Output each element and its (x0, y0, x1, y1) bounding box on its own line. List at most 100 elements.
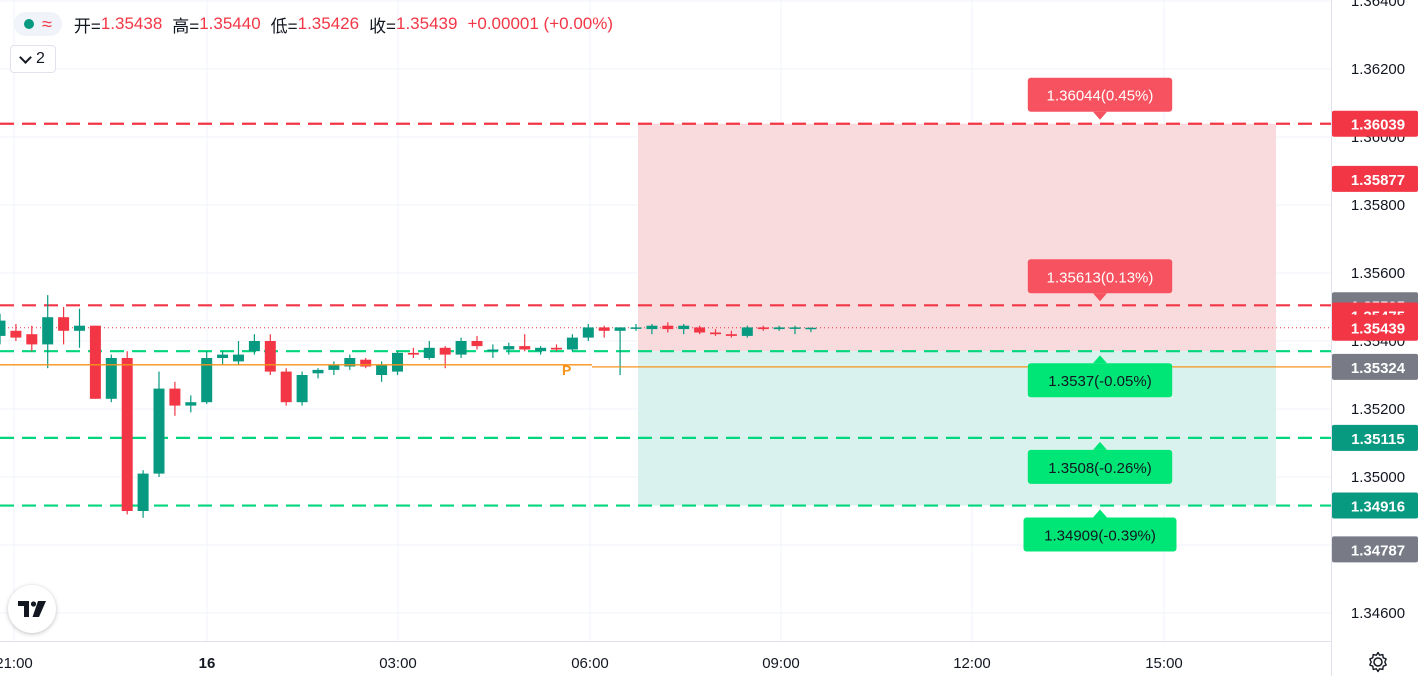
label-text: 1.35613(0.13%) (1047, 269, 1154, 286)
symbol-status[interactable]: ≈ (14, 12, 62, 36)
price-tag-text: 1.35115 (1351, 431, 1404, 448)
candle-body (217, 354, 229, 358)
target-level-label[interactable]: 1.35613(0.13%) (1027, 259, 1173, 302)
candle-body (201, 358, 213, 403)
tradingview-logo[interactable] (8, 585, 56, 633)
candle-body (551, 347, 562, 350)
target-level-label[interactable]: 1.36044(0.45%) (1027, 77, 1173, 120)
candle-body (662, 325, 674, 330)
price-tag-box (1332, 424, 1418, 451)
candle-body (725, 334, 737, 336)
candle-body (805, 327, 817, 330)
candle-body (694, 327, 706, 333)
label-bubble (1023, 517, 1177, 552)
price-tag-box (1332, 165, 1418, 192)
position-zones (638, 123, 1276, 506)
candle-body (519, 346, 531, 350)
pivot-line: P (0, 362, 1331, 378)
candle-body (248, 341, 260, 352)
candle-body (89, 325, 101, 399)
time-tick-label: 12:00 (953, 655, 991, 672)
settings-gear-icon[interactable] (1366, 650, 1390, 674)
price-tag-text: 1.35877 (1351, 172, 1405, 189)
price-tag-text: 1.34916 (1351, 499, 1405, 516)
candle-body (582, 327, 594, 338)
stop-level-label[interactable]: 1.3537(-0.05%) (1027, 355, 1173, 398)
candle-body (757, 327, 769, 330)
time-tick-label: 16 (199, 655, 216, 672)
candle-body (710, 332, 721, 335)
candle-body (741, 327, 753, 336)
close-label: 收= (369, 16, 396, 36)
indicator-count: 2 (36, 50, 45, 67)
price-tag-text: 1.36039 (1351, 117, 1405, 134)
price-tick-label: 1.36400 (1351, 0, 1405, 10)
candle-body (407, 352, 419, 355)
collapse-indicators-button[interactable]: 2 (10, 45, 56, 73)
label-pointer (1093, 293, 1107, 302)
price-tag-box (1332, 110, 1418, 137)
label-pointer (1093, 355, 1107, 364)
level-labels[interactable]: 1.36044(0.45%) 1.35613(0.13%) 1.3537(-0.05… (1023, 77, 1177, 552)
price-tag-text: 1.35439 (1351, 321, 1405, 338)
open-label: 开= (73, 16, 101, 36)
candle-body (312, 369, 324, 374)
level-lines (0, 122, 1331, 507)
low-label: 低= (270, 16, 298, 36)
candle-body (153, 388, 165, 474)
price-tick-label: 1.35000 (1351, 469, 1405, 486)
price-tag-text: 1.34787 (1351, 542, 1405, 559)
stop-level-label[interactable]: 1.34909(-0.39%) (1023, 509, 1177, 552)
label-text: 1.3537(-0.05%) (1048, 373, 1151, 390)
candle-body (296, 375, 308, 403)
label-bubble (1027, 77, 1173, 112)
price-tag-box (1332, 536, 1418, 563)
pivot-label: P (562, 362, 571, 378)
candle-body (773, 327, 785, 330)
candle-body (423, 347, 435, 358)
candle-body (471, 341, 483, 347)
price-tick-label: 1.35200 (1351, 401, 1405, 418)
price-tick-label: 1.36200 (1351, 61, 1405, 78)
price-tag-text: 1.35324 (1351, 360, 1406, 377)
candle-body (455, 341, 467, 355)
label-bubble (1027, 363, 1173, 398)
candle-body (598, 327, 610, 331)
price-tag-box (1332, 353, 1418, 380)
time-tick-label: 21:00 (0, 655, 33, 672)
stop-zone (638, 351, 1276, 506)
candle-body (169, 388, 181, 406)
stop-level-label[interactable]: 1.3508(-0.26%) (1027, 441, 1173, 484)
time-tick-label: 06:00 (571, 655, 609, 672)
candle-body (678, 325, 690, 330)
label-pointer (1093, 509, 1107, 518)
candle-body (487, 349, 499, 352)
candle-body (392, 352, 403, 372)
label-bubble (1027, 259, 1173, 294)
candle-body (26, 334, 38, 345)
change-value: +0.00001 (+0.00%) (467, 14, 614, 33)
price-tag-box (1332, 314, 1418, 341)
price-tick-label: 1.35800 (1351, 197, 1405, 214)
candle-body (105, 358, 117, 399)
candle-body (10, 330, 22, 338)
candle-body (614, 327, 626, 331)
candle-body (630, 327, 642, 329)
candle-body (121, 358, 133, 511)
tv-logo-icon (18, 601, 46, 617)
time-tick-label: 09:00 (762, 655, 800, 672)
candle-body (280, 371, 292, 403)
price-tick-label: 1.35600 (1351, 265, 1405, 282)
high-value: 1.35440 (199, 14, 261, 33)
ohlc-legend: ≈ 开= 1.35438 高= 1.35440 低= 1.35426 收= 1.3543… (14, 10, 613, 38)
time-tick-label: 03:00 (379, 655, 417, 672)
candle-body (233, 354, 244, 362)
market-status-icon (24, 19, 34, 29)
wave-icon: ≈ (42, 14, 52, 34)
candle-body (360, 359, 372, 367)
label-text: 1.36044(0.45%) (1047, 88, 1154, 105)
candle-body (58, 317, 70, 331)
candles (0, 295, 817, 518)
candle-body (0, 320, 6, 336)
